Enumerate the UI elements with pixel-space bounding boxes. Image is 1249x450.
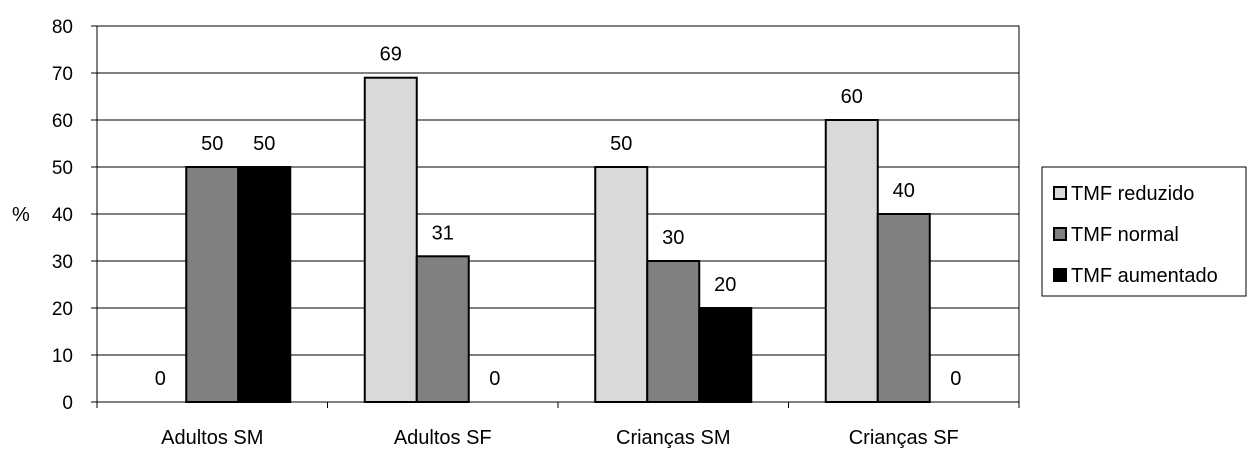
y-tick-label: 80 [52, 17, 73, 38]
bars [185, 76, 931, 403]
bar [824, 119, 879, 403]
data-label: 0 [489, 368, 500, 390]
bar [415, 255, 470, 403]
y-tick-label: 10 [52, 346, 73, 367]
bar [876, 213, 931, 403]
data-label: 31 [432, 222, 454, 244]
y-tick-label: 60 [52, 111, 73, 132]
legend-swatch [1053, 227, 1067, 241]
data-label: 60 [841, 86, 863, 108]
legend-box [1041, 166, 1247, 297]
y-tick-label: 30 [52, 252, 73, 273]
bar [698, 307, 753, 403]
x-axis: Adultos SM Adultos SF Crianças SM Crianças … [96, 402, 1020, 449]
bar [237, 166, 292, 403]
data-label: 50 [610, 133, 632, 155]
bar [646, 260, 701, 403]
y-tick-label: 20 [52, 299, 73, 320]
legend-label: TMF reduzido [1071, 183, 1194, 205]
legend-label: TMF aumentado [1071, 265, 1218, 287]
y-tick-label: 70 [52, 64, 73, 85]
data-label: 0 [155, 368, 166, 390]
y-axis: 0 10 20 30 40 50 60 70 80 [52, 17, 97, 414]
bar [594, 166, 649, 403]
legend-label: TMF normal [1071, 224, 1179, 246]
x-category-label: Adultos SF [394, 427, 492, 449]
data-label: 0 [950, 368, 961, 390]
bar [363, 76, 418, 403]
data-label: 40 [893, 180, 915, 202]
x-category-label: Crianças SF [849, 427, 959, 449]
data-label: 50 [201, 133, 223, 155]
data-label: 69 [380, 44, 402, 66]
y-tick-label: 50 [52, 158, 73, 179]
legend-swatch [1053, 186, 1067, 200]
legend-swatch [1053, 268, 1067, 282]
y-axis-label: % [12, 204, 30, 226]
y-tick-label: 0 [62, 393, 73, 414]
data-label: 30 [662, 227, 684, 249]
bar [185, 166, 240, 403]
legend: TMF reduzido TMF normal TMF aumentado [1041, 166, 1247, 297]
y-tick-label: 40 [52, 205, 73, 226]
x-category-label: Crianças SM [616, 427, 730, 449]
data-label: 20 [714, 274, 736, 296]
data-label: 50 [253, 133, 275, 155]
x-category-label: Adultos SM [161, 427, 263, 449]
data-labels: 0 50 50 69 31 0 50 30 20 60 40 0 [155, 44, 962, 390]
